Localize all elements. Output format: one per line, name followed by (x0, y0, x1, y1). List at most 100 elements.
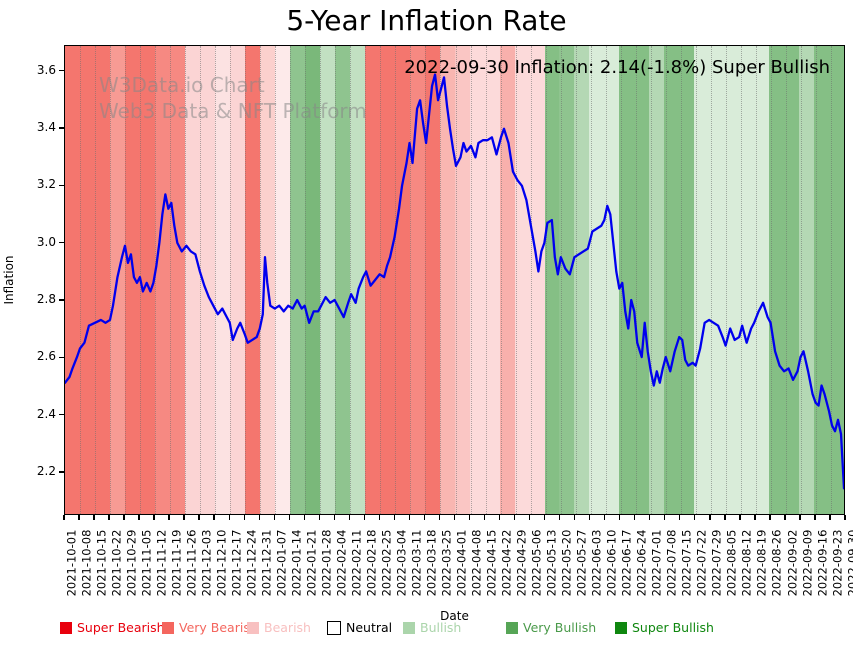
sentiment-band (829, 46, 845, 514)
gridline (275, 46, 277, 514)
x-tick-mark (183, 515, 185, 520)
x-tick-mark (588, 515, 591, 520)
x-tick-mark (498, 515, 501, 520)
gridline (215, 46, 217, 514)
x-tick-mark (213, 515, 215, 520)
y-tick-label: 2.6 (36, 349, 56, 364)
legend-item-super-bearish: Super Bearish (60, 620, 165, 635)
legend-item-very-bullish: Very Bullish (506, 620, 596, 635)
sentiment-band (709, 46, 725, 514)
sentiment-band (724, 46, 740, 514)
x-tick-mark (423, 515, 426, 520)
x-tick-mark (573, 515, 576, 520)
sentiment-band (784, 46, 800, 514)
gridline (155, 46, 157, 514)
gridline (185, 46, 187, 514)
legend-label: Bearish (264, 620, 311, 635)
y-tick-label: 3.6 (36, 62, 56, 77)
gridline (815, 46, 817, 514)
sentiment-band (139, 46, 155, 514)
x-tick-mark (739, 515, 741, 520)
legend-swatch (162, 621, 174, 634)
x-tick-mark (619, 515, 621, 520)
x-tick-mark (228, 515, 230, 520)
gridline (500, 46, 502, 514)
annotation-label: 2022-09-30 Inflation: 2.14(-1.8%) Super … (404, 57, 830, 78)
gridline (755, 46, 757, 514)
sentiment-band (199, 46, 215, 514)
legend-item-very-bearish: Very Bearish (162, 620, 258, 635)
sentiment-band (574, 46, 590, 514)
gridline (590, 46, 592, 514)
sentiment-band (79, 46, 95, 514)
x-tick-mark (123, 515, 125, 520)
sentiment-band (379, 46, 395, 514)
sentiment-band (184, 46, 200, 514)
sentiment-band (769, 46, 785, 514)
gridline (350, 46, 352, 514)
y-tick-mark (59, 413, 64, 416)
x-tick-mark (694, 515, 696, 520)
sentiment-band (244, 46, 260, 514)
sentiment-band (169, 46, 185, 514)
sentiment-band (439, 46, 455, 514)
y-tick-mark (59, 127, 64, 129)
sentiment-band (739, 46, 755, 514)
inflation-line (65, 73, 844, 490)
x-tick-mark (649, 515, 651, 520)
x-tick-mark (709, 515, 711, 520)
gridline (635, 46, 637, 514)
gridline (335, 46, 337, 514)
y-tick-label: 3.2 (36, 177, 56, 192)
sentiment-band (154, 46, 170, 514)
x-tick-mark (634, 515, 636, 520)
x-tick-mark (318, 515, 321, 520)
x-tick-mark (93, 515, 95, 520)
y-tick-mark (59, 242, 64, 244)
gridline (515, 46, 517, 514)
x-tick-mark (258, 515, 260, 520)
legend-label: Neutral (346, 620, 393, 635)
x-tick-mark (378, 515, 381, 520)
sentiment-band (304, 46, 320, 514)
x-tick-mark (288, 515, 290, 520)
sentiment-band (514, 46, 530, 514)
x-axis-label: Date (440, 609, 469, 623)
x-tick-mark (724, 515, 726, 520)
x-tick-mark (153, 515, 155, 520)
x-tick-mark (348, 515, 351, 520)
gridline (260, 46, 262, 514)
plot-area: W3Data.io Chart Web3 Data & NFT Platform… (64, 45, 845, 515)
sentiment-band (589, 46, 605, 514)
legend-item-bullish: Bullish (403, 620, 461, 635)
sentiment-band (334, 46, 350, 514)
gridline (245, 46, 247, 514)
x-tick-mark (468, 515, 471, 520)
gridline (560, 46, 562, 514)
gridline (395, 46, 397, 514)
legend: Super Bearish Very Bearish Bearish Neutral B… (0, 620, 853, 638)
sentiment-band (229, 46, 245, 514)
x-tick-mark (273, 515, 275, 520)
legend-swatch (60, 621, 72, 634)
x-tick-mark (829, 515, 831, 520)
legend-swatch (615, 621, 627, 634)
gridline (650, 46, 652, 514)
x-tick-mark (814, 515, 816, 520)
gridline (410, 46, 412, 514)
x-tick-mark (363, 515, 366, 520)
gridline (365, 46, 367, 514)
gridline (485, 46, 487, 514)
sentiment-band (529, 46, 545, 514)
legend-label: Bullish (420, 620, 462, 635)
legend-item-bearish: Bearish (247, 620, 311, 635)
x-tick-mark (558, 515, 561, 520)
sentiment-band (664, 46, 680, 514)
x-tick-mark (799, 515, 801, 520)
legend-label: Very Bearish (179, 620, 258, 635)
gridline (605, 46, 607, 514)
gridline (665, 46, 667, 514)
gridline (770, 46, 772, 514)
y-tick-mark (59, 184, 64, 187)
